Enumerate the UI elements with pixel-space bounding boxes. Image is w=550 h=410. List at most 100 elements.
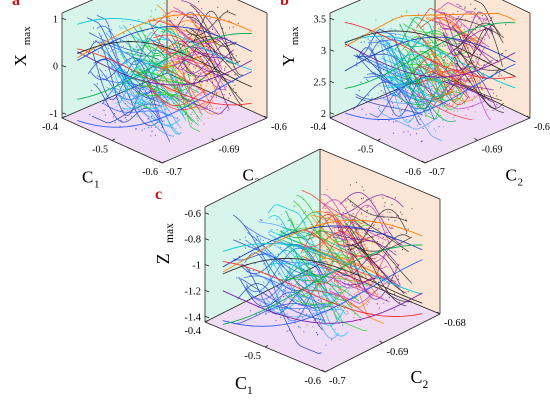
series-3-point [405, 110, 407, 112]
series-4-point [173, 57, 175, 59]
series-3-curve [119, 63, 184, 96]
series-1-point [391, 114, 393, 116]
panel-c: -0.6 -0.8 -1 -1.2 -1.4 -0.4 -0.5 -0.6 -0.7 -0.69 -… [153, 148, 466, 397]
series-5-point [445, 62, 447, 64]
series-10-point [366, 234, 368, 236]
series-4-point [340, 292, 342, 294]
series-9-point [447, 80, 449, 82]
series-6-point [200, 94, 202, 96]
series-7-point [207, 117, 209, 119]
series-0-point [280, 316, 282, 319]
series-7-point [337, 276, 340, 278]
series-6-point [189, 29, 191, 31]
series-1-point [407, 130, 409, 132]
series-0-point [315, 332, 318, 334]
z-tick-label: -1 [50, 109, 58, 120]
series-8-point [443, 43, 445, 45]
series-9-point [181, 12, 184, 14]
series-0-point [149, 60, 151, 62]
series-5-point [325, 287, 327, 289]
series-4-point [151, 97, 153, 100]
series-1-point [383, 92, 385, 94]
series-10-point [455, 18, 457, 20]
series-6-point [162, 14, 165, 16]
series-5-point [299, 266, 301, 268]
series-2-curve [107, 65, 174, 137]
series-7-point [430, 29, 433, 31]
box-edge [319, 148, 441, 200]
series-10-curve [346, 198, 408, 222]
data-cloud [77, 0, 253, 143]
series-10-point [224, 68, 226, 70]
series-10-point [485, 29, 487, 31]
series-4-point [340, 252, 342, 254]
series-7-curve [316, 257, 384, 324]
series-5-point [328, 252, 330, 254]
series-10-point [196, 39, 198, 41]
series-7-point [428, 33, 431, 35]
series-1-point [312, 253, 314, 255]
series-8-point [201, 32, 203, 34]
series-5-point [153, 103, 155, 105]
panel-label: b [280, 0, 289, 9]
series-5-point [343, 266, 345, 268]
series-0-point [301, 317, 303, 319]
series-9-point [459, 86, 461, 88]
series-7-point [176, 104, 178, 106]
series-6-point [367, 265, 369, 267]
series-1-point [375, 39, 377, 42]
series-7-curve [424, 40, 479, 102]
series-4-point [175, 42, 177, 44]
series-6-point [162, 21, 164, 24]
series-5-point [416, 81, 418, 84]
series-10-point [390, 227, 392, 229]
series-8-point [353, 205, 355, 207]
series-5-point [306, 256, 308, 258]
series-5-point [173, 29, 175, 31]
z-tick-mark [329, 17, 335, 21]
series-6-point [320, 301, 323, 303]
series-9-point [207, 99, 209, 101]
series-4-point [302, 311, 304, 313]
trajectory-curve [222, 258, 423, 304]
series-0-point [123, 89, 125, 91]
z-tick-label: 1 [53, 14, 58, 25]
series-7-point [338, 289, 340, 291]
c2-tick-label: -0.69 [387, 347, 409, 358]
series-8-point [331, 255, 333, 257]
series-2-curve [259, 249, 340, 312]
series-10-point [228, 20, 230, 22]
series-5-point [452, 117, 454, 119]
back-wall-c1 [62, 0, 167, 118]
series-10-point [405, 219, 407, 221]
series-8-point [459, 97, 461, 99]
z-tick-mark [61, 112, 67, 115]
series-0-curve [355, 96, 423, 116]
series-6-point [173, 103, 175, 105]
series-9-point [371, 240, 374, 242]
series-4-point [429, 42, 431, 44]
series-5-point [444, 105, 446, 107]
series-0-point [249, 274, 251, 276]
series-7-point [359, 223, 361, 225]
series-9-curve [337, 229, 401, 287]
z-tick-label: 3 [321, 46, 326, 57]
series-0-point [399, 94, 401, 96]
series-8-point [366, 304, 368, 306]
series-9-point [218, 88, 220, 90]
series-7-point [181, 47, 183, 49]
series-8-point [209, 108, 211, 110]
series-6-point [342, 299, 345, 301]
series-6-point [319, 271, 321, 273]
series-7-point [356, 292, 358, 294]
series-4-point [288, 219, 290, 222]
series-6-point [340, 229, 342, 231]
series-1-point [136, 128, 138, 130]
trajectory-curve [344, 35, 516, 89]
series-10-point [500, 74, 502, 76]
series-1-point [248, 246, 250, 248]
series-2-point [307, 264, 310, 266]
series-9-point [468, 81, 470, 83]
series-2-curve [259, 274, 340, 340]
